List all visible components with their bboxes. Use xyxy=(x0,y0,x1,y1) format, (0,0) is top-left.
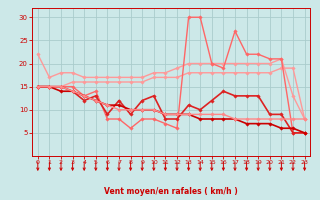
Text: Vent moyen/en rafales ( km/h ): Vent moyen/en rafales ( km/h ) xyxy=(104,187,238,196)
